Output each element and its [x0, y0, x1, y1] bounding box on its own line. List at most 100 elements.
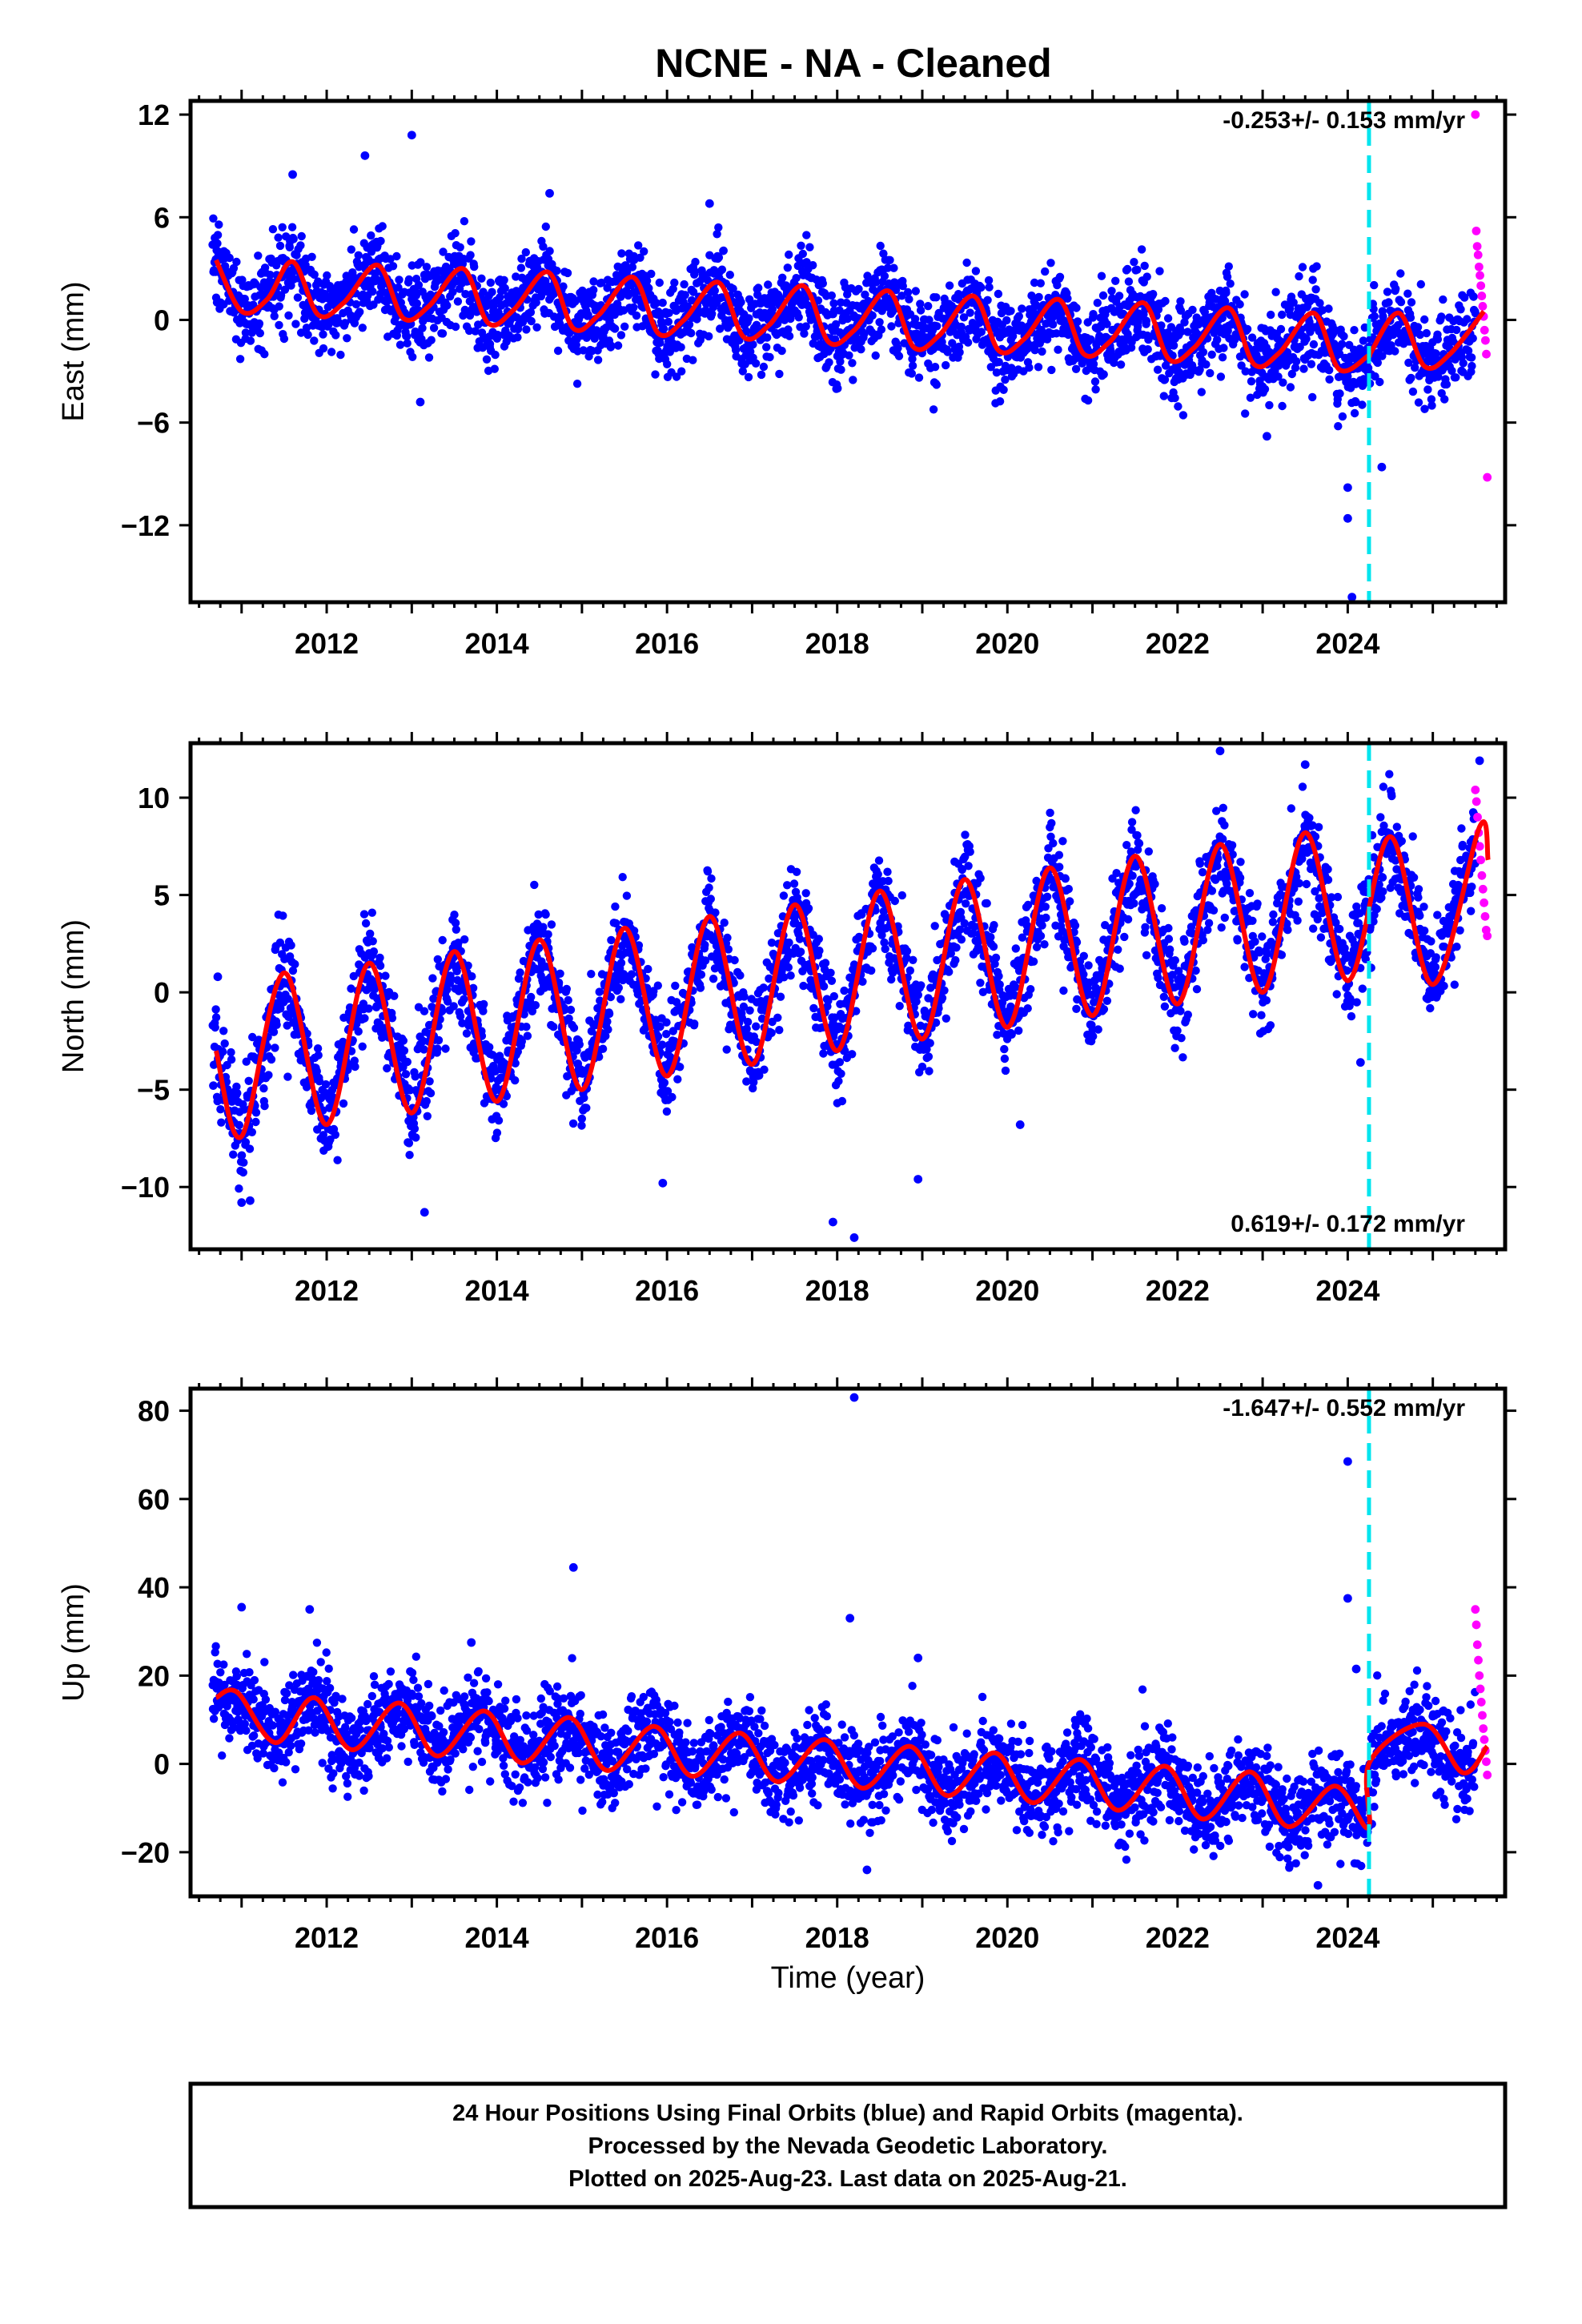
east-final-point: [280, 285, 290, 294]
east-final-point: [1431, 349, 1440, 358]
east-final-point: [209, 214, 218, 223]
north-final-point: [451, 919, 460, 927]
north-final-point: [931, 1018, 941, 1027]
north-final-point: [752, 1037, 761, 1047]
east-final-point: [1312, 262, 1321, 271]
east-final-point: [629, 303, 638, 312]
north-final-point: [671, 981, 680, 991]
north-final-point: [211, 1013, 221, 1022]
east-y-tick-label: 0: [154, 304, 170, 336]
east-final-point: [1247, 333, 1257, 342]
north-final-point: [381, 971, 390, 980]
east-final-point: [500, 275, 508, 284]
east-final-point: [1292, 357, 1301, 366]
north-final-point: [244, 1076, 253, 1086]
east-final-point: [1407, 298, 1416, 307]
east-final-point: [378, 222, 387, 231]
east-final-point: [663, 360, 672, 368]
east-final-point: [803, 300, 812, 310]
east-rapid-point: [1472, 226, 1481, 235]
east-final-point: [1160, 375, 1170, 384]
east-final-point: [894, 352, 904, 360]
north-final-point: [209, 1081, 218, 1090]
north-final-point: [547, 920, 556, 929]
east-final-point: [868, 311, 877, 320]
east-final-point: [640, 247, 648, 256]
north-final-point: [867, 966, 876, 975]
east-final-point: [1199, 348, 1208, 356]
east-final-point: [983, 296, 992, 304]
north-final-point: [227, 1055, 236, 1064]
north-final-point: [834, 1076, 843, 1086]
north-final-point: [531, 1001, 540, 1010]
north-final-point: [279, 911, 287, 920]
east-final-point: [943, 348, 952, 356]
east-final-point: [802, 231, 811, 239]
north-final-point: [359, 910, 369, 919]
east-final-point: [488, 287, 496, 296]
panel-east: 2012 2014 2016 2018 2020 2022 20241260−6−12Eas…: [57, 90, 1516, 660]
east-x-tick-label: 2016: [635, 627, 699, 660]
north-final-point: [390, 991, 399, 1000]
east-final-point: [1391, 347, 1399, 356]
east-final-point: [477, 274, 486, 283]
north-final-point: [283, 995, 292, 1003]
east-final-point: [861, 290, 869, 300]
east-final-point: [1286, 383, 1295, 392]
east-final-point: [689, 356, 697, 364]
east-final-point: [995, 397, 1005, 406]
east-final-point: [1396, 269, 1405, 278]
north-final-point: [587, 970, 596, 979]
east-final-point: [1046, 259, 1055, 267]
east-final-point: [388, 262, 398, 271]
east-final-point: [347, 245, 355, 254]
north-plot-area: [208, 746, 1492, 1242]
north-final-point: [217, 1118, 226, 1127]
east-final-point: [749, 340, 757, 349]
east-final-point: [229, 263, 239, 273]
north-final-point: [644, 964, 652, 974]
east-frame: [188, 99, 1508, 605]
east-final-point: [302, 324, 311, 332]
east-rapid-point: [1472, 242, 1482, 251]
east-final-point: [392, 251, 401, 261]
east-final-point: [830, 335, 840, 344]
east-final-point: [1063, 294, 1072, 303]
east-final-point: [1350, 408, 1359, 418]
east-final-point: [1315, 299, 1324, 308]
north-final-point: [662, 1018, 671, 1027]
north-final-point: [1032, 943, 1042, 951]
east-rapid-point: [1480, 325, 1489, 335]
north-final-point: [673, 1075, 682, 1084]
north-final-point: [349, 971, 358, 981]
north-final-point: [653, 1032, 663, 1041]
east-final-point: [845, 351, 853, 360]
east-final-point: [1159, 392, 1169, 400]
north-final-point: [312, 1067, 321, 1076]
north-final-point: [627, 970, 636, 979]
north-final-point: [420, 1045, 428, 1054]
east-final-point: [783, 263, 792, 272]
north-final-point: [1018, 933, 1027, 942]
east-final-point: [1463, 315, 1472, 324]
east-final-point: [1213, 336, 1222, 344]
east-final-point: [652, 299, 661, 308]
east-final-point: [818, 279, 827, 288]
north-final-point: [530, 880, 539, 890]
east-final-point: [1188, 305, 1197, 315]
east-final-point: [729, 284, 737, 293]
north-final-point: [1032, 876, 1041, 886]
north-final-point: [606, 992, 615, 1002]
east-final-point: [903, 287, 913, 297]
north-final-point: [913, 991, 923, 999]
north-final-point: [229, 1150, 238, 1159]
east-final-point: [659, 324, 669, 333]
north-final-point: [492, 1128, 502, 1137]
east-final-point: [1206, 368, 1215, 378]
north-final-point: [438, 1007, 447, 1015]
north-final-point: [994, 971, 1003, 981]
north-final-point: [366, 929, 375, 939]
east-final-point: [962, 258, 971, 267]
east-final-point: [860, 329, 869, 339]
